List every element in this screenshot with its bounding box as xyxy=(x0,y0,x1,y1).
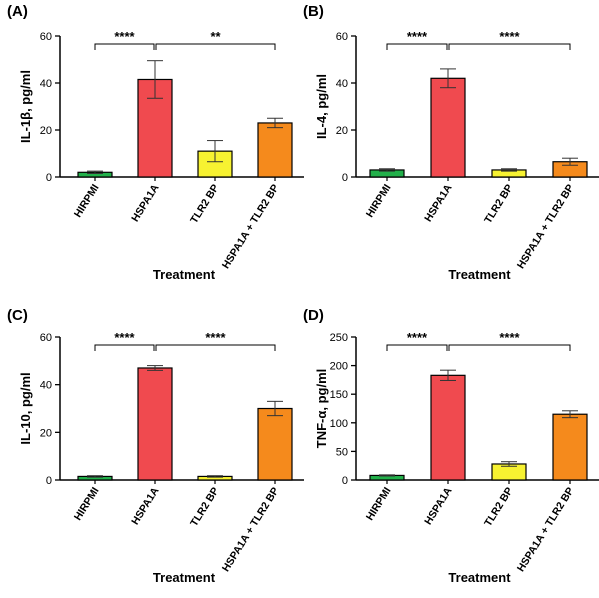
bar-3 xyxy=(552,413,588,481)
panel-label: (C) xyxy=(7,307,28,324)
y-tick-label: 0 xyxy=(46,172,52,184)
x-tick-label: HSPA1A xyxy=(129,485,162,527)
y-tick-label: 20 xyxy=(40,125,52,137)
x-tick-label: HIRPMI xyxy=(364,182,394,220)
significance-label: **** xyxy=(499,330,520,345)
panel-label: (D) xyxy=(303,307,324,324)
significance-bracket xyxy=(386,344,448,351)
y-tick-label: 60 xyxy=(40,332,52,344)
x-tick-label: TLR2 BP xyxy=(482,485,515,528)
x-axis-label: Treatment xyxy=(448,267,511,282)
y-tick-label: 60 xyxy=(336,31,348,43)
panel-1: (B) 0 20 40 60 IL-4, pg/ml HIRPMI HSPA1A TLR2 BP… xyxy=(303,3,599,282)
x-tick-label: HSPA1A xyxy=(422,485,455,527)
x-tick-label: TLR2 BP xyxy=(188,182,221,225)
y-tick-label: 40 xyxy=(40,380,52,392)
x-tick-label: HSPA1A + TLR2 BP xyxy=(515,485,577,574)
x-tick-label: HIRPMI xyxy=(72,182,102,220)
y-tick-label: 200 xyxy=(330,361,348,373)
x-tick-label: HSPA1A + TLR2 BP xyxy=(220,182,282,271)
significance-bracket xyxy=(94,344,155,351)
significance-label: **** xyxy=(114,29,135,44)
y-tick-label: 50 xyxy=(336,446,348,458)
x-tick-label: HSPA1A + TLR2 BP xyxy=(515,182,577,271)
significance-label: **** xyxy=(499,29,520,44)
x-tick-label: HSPA1A + TLR2 BP xyxy=(220,485,282,574)
bar-1 xyxy=(137,367,173,481)
y-tick-label: 60 xyxy=(40,31,52,43)
bar-3 xyxy=(257,407,293,481)
y-axis-label: IL-1β, pg/ml xyxy=(18,70,33,143)
x-tick-label: TLR2 BP xyxy=(482,182,515,225)
panel-label: (A) xyxy=(7,3,28,20)
significance-label: **** xyxy=(114,330,135,345)
y-tick-label: 100 xyxy=(330,418,348,430)
panel-3: (D) 0 50 100 150 200 250 TNF-α, pg/ml HIRPMI HSPA… xyxy=(303,307,599,585)
panel-0: (A) 0 20 40 60 IL-1β, pg/ml HIRPMI HSPA1A TLR2 B… xyxy=(7,3,304,282)
y-tick-label: 40 xyxy=(40,78,52,90)
y-tick-label: 0 xyxy=(342,172,348,184)
y-tick-label: 40 xyxy=(336,78,348,90)
y-tick-label: 0 xyxy=(46,475,52,487)
significance-bracket xyxy=(155,344,276,351)
x-tick-label: HSPA1A xyxy=(422,182,455,224)
significance-label: **** xyxy=(407,330,428,345)
y-tick-label: 250 xyxy=(330,332,348,344)
y-tick-label: 150 xyxy=(330,389,348,401)
significance-label: **** xyxy=(205,330,226,345)
bar-1 xyxy=(430,374,466,481)
y-tick-label: 0 xyxy=(342,475,348,487)
x-tick-label: HIRPMI xyxy=(72,485,102,523)
significance-bracket xyxy=(386,43,448,50)
x-tick-label: HSPA1A xyxy=(129,182,162,224)
significance-bracket xyxy=(448,43,571,50)
y-tick-label: 20 xyxy=(40,427,52,439)
bar-3 xyxy=(257,122,293,178)
significance-label: **** xyxy=(407,29,428,44)
significance-bracket xyxy=(94,43,155,50)
significance-bracket xyxy=(155,43,276,50)
x-axis-label: Treatment xyxy=(153,570,216,585)
x-axis-label: Treatment xyxy=(448,570,511,585)
y-axis-label: IL-4, pg/ml xyxy=(314,74,329,139)
panel-2: (C) 0 20 40 60 IL-10, pg/ml HIRPMI HSPA1A TLR2 B… xyxy=(7,307,304,585)
significance-bracket xyxy=(448,344,571,351)
x-tick-label: HIRPMI xyxy=(364,485,394,523)
bar-1 xyxy=(430,77,466,178)
significance-label: ** xyxy=(210,29,221,44)
x-tick-label: TLR2 BP xyxy=(188,485,221,528)
panel-label: (B) xyxy=(303,3,324,20)
y-tick-label: 20 xyxy=(336,125,348,137)
x-axis-label: Treatment xyxy=(153,267,216,282)
y-axis-label: IL-10, pg/ml xyxy=(18,372,33,444)
y-axis-label: TNF-α, pg/ml xyxy=(314,369,329,448)
